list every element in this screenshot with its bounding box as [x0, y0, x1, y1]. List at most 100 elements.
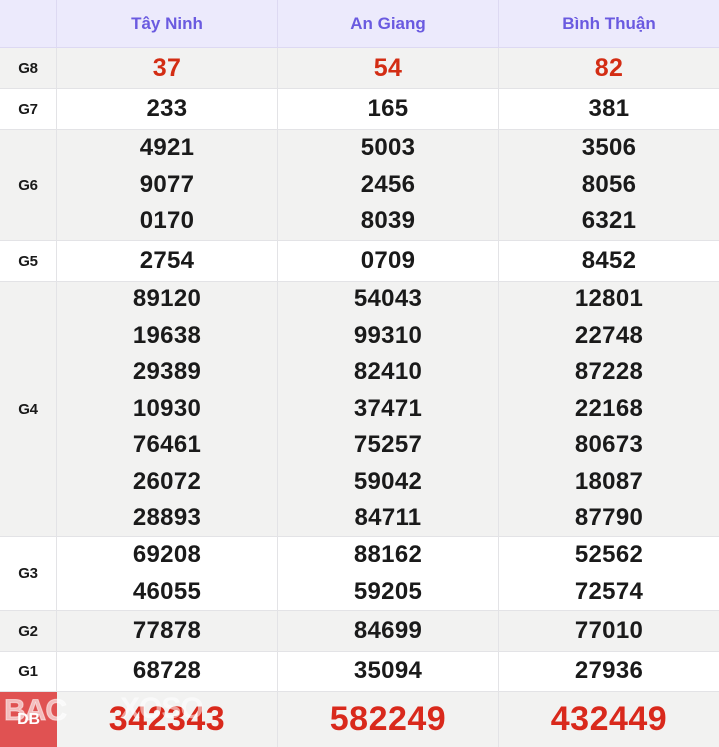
prize-number: 28893	[132, 504, 202, 532]
prize-number: 87228	[574, 358, 644, 386]
prize-number: 2456	[360, 170, 416, 198]
prize-number: 37471	[353, 394, 423, 422]
prize-number: 82	[594, 54, 624, 82]
prize-number: 12801	[574, 285, 644, 313]
prize-number: 0709	[360, 246, 416, 274]
header-corner-cell	[0, 0, 57, 47]
prize-cell: 165	[278, 89, 499, 129]
prize-number: 3506	[581, 134, 637, 162]
prize-number: 54043	[353, 285, 423, 313]
prize-row-g2: G2 77878 84699 77010	[0, 611, 719, 652]
prize-cell: 35094	[278, 652, 499, 691]
prize-number: 46055	[132, 577, 202, 605]
prize-label: G5	[0, 241, 57, 281]
prize-cell: 88162 59205	[278, 537, 499, 610]
prize-number: 82410	[353, 358, 423, 386]
prize-number: 19638	[132, 321, 202, 349]
prize-cell: 2754	[57, 241, 278, 281]
column-header-label: An Giang	[350, 13, 426, 33]
prize-label: G8	[0, 48, 57, 88]
prize-cell: 84699	[278, 611, 499, 651]
prize-number: 18087	[574, 467, 644, 495]
prize-cell: 89120 19638 29389 10930 76461 26072 2889…	[57, 282, 278, 536]
column-header-province-2: An Giang	[278, 0, 499, 47]
prize-cell: 5003 2456 8039	[278, 130, 499, 240]
prize-number: 77878	[132, 616, 202, 644]
prize-number: 68728	[132, 657, 202, 685]
prize-cell: 8452	[499, 241, 719, 281]
prize-number: 4921	[139, 134, 195, 162]
prize-number: 99310	[353, 321, 423, 349]
prize-number: 76461	[132, 431, 202, 459]
prize-number: 59205	[353, 577, 423, 605]
prize-number: 10930	[132, 394, 202, 422]
prize-number: 35094	[353, 657, 423, 685]
prize-number: 77010	[574, 616, 644, 644]
prize-number: 0170	[139, 207, 195, 235]
prize-number: 88162	[353, 541, 423, 569]
special-prize-number: 582249	[329, 699, 447, 738]
prize-number: 9077	[139, 170, 195, 198]
prize-number: 381	[588, 94, 630, 122]
prize-label: G2	[0, 611, 57, 651]
prize-row-g6: G6 4921 9077 0170 5003 2456 8039 3506 80…	[0, 130, 719, 241]
column-header-label: Bình Thuận	[562, 13, 656, 33]
prize-cell: 27936	[499, 652, 719, 691]
prize-row-g3: G3 69208 46055 88162 59205 52562 72574	[0, 537, 719, 611]
prize-number: 52562	[574, 541, 644, 569]
special-prize-cell: 582249	[278, 692, 499, 747]
prize-number: 80673	[574, 431, 644, 459]
prize-number: 233	[146, 94, 188, 122]
prize-number: 29389	[132, 358, 202, 386]
prize-number: 37	[152, 54, 182, 82]
prize-number: 22168	[574, 394, 644, 422]
prize-number: 84711	[354, 504, 422, 532]
prize-label: G4	[0, 282, 57, 536]
prize-cell: 0709	[278, 241, 499, 281]
prize-cell: 54043 99310 82410 37471 75257 59042 8471…	[278, 282, 499, 536]
prize-number: 6321	[581, 207, 637, 235]
prize-number: 72574	[574, 577, 644, 605]
prize-label: G6	[0, 130, 57, 240]
prize-cell: 4921 9077 0170	[57, 130, 278, 240]
prize-label: G1	[0, 652, 57, 691]
prize-number: 27936	[574, 657, 644, 685]
prize-cell: 233	[57, 89, 278, 129]
prize-number: 89120	[132, 285, 202, 313]
prize-cell: 381	[499, 89, 719, 129]
table-header-row: Tây Ninh An Giang Bình Thuận	[0, 0, 719, 48]
prize-number: 165	[367, 94, 409, 122]
prize-cell: 37	[57, 48, 278, 88]
prize-row-g7: G7 233 165 381	[0, 89, 719, 130]
prize-number: 87790	[574, 504, 644, 532]
prize-number: 8039	[360, 207, 416, 235]
prize-cell: 52562 72574	[499, 537, 719, 610]
prize-number: 69208	[132, 541, 202, 569]
prize-row-g8: G8 37 54 82	[0, 48, 719, 89]
prize-cell: 68728	[57, 652, 278, 691]
prize-row-db: DB 342343 582249 432449	[0, 692, 719, 747]
prize-number: 26072	[132, 467, 202, 495]
prize-number: 84699	[353, 616, 423, 644]
special-prize-cell: 342343	[57, 692, 278, 747]
prize-number: 54	[373, 54, 403, 82]
prize-number: 75257	[353, 431, 423, 459]
prize-cell: 54	[278, 48, 499, 88]
prize-number: 5003	[360, 134, 416, 162]
prize-number: 22748	[574, 321, 644, 349]
special-prize-label: DB	[0, 692, 57, 747]
prize-row-g4: G4 89120 19638 29389 10930 76461 26072 2…	[0, 282, 719, 537]
prize-cell: 12801 22748 87228 22168 80673 18087 8779…	[499, 282, 719, 536]
prize-cell: 82	[499, 48, 719, 88]
prize-cell: 77878	[57, 611, 278, 651]
prize-number: 2754	[139, 246, 195, 274]
prize-cell: 69208 46055	[57, 537, 278, 610]
prize-row-g1: G1 68728 35094 27936	[0, 652, 719, 692]
column-header-label: Tây Ninh	[131, 13, 203, 33]
prize-row-g5: G5 2754 0709 8452	[0, 241, 719, 282]
special-prize-number: 342343	[108, 699, 226, 738]
prize-label: G3	[0, 537, 57, 610]
prize-cell: 3506 8056 6321	[499, 130, 719, 240]
prize-number: 59042	[353, 467, 423, 495]
